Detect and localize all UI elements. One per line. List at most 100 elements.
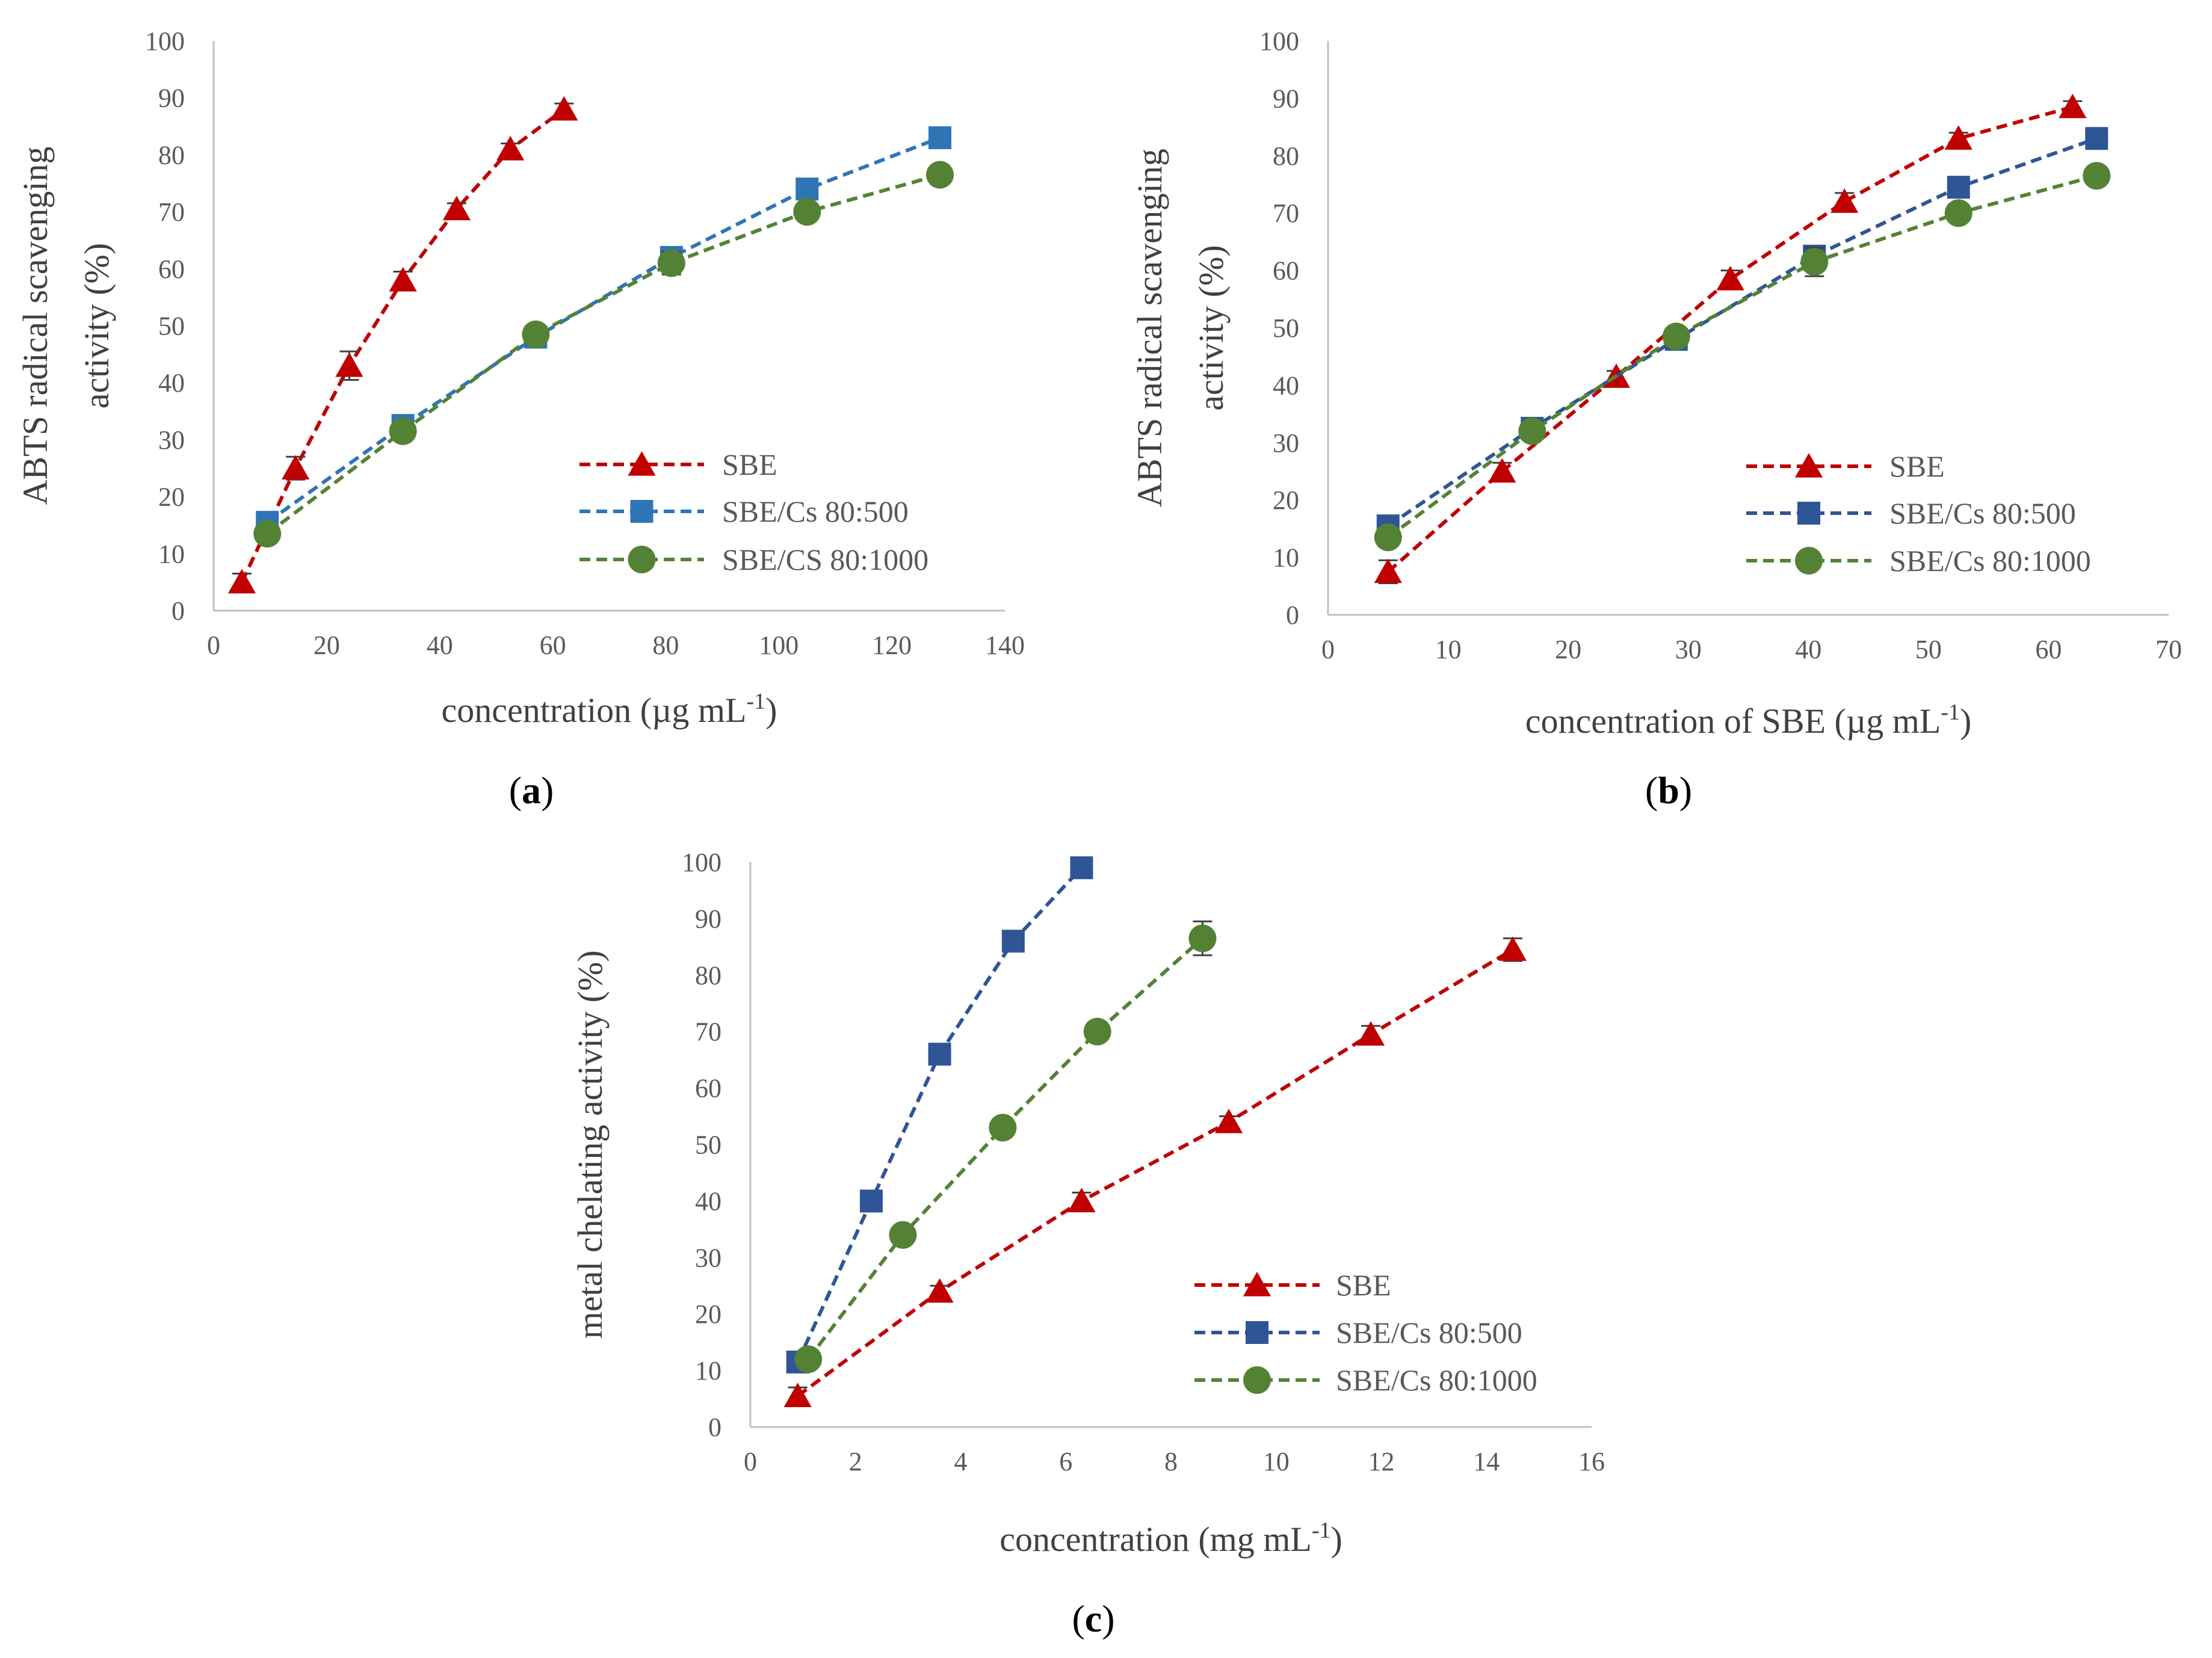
y-tick-label: 40 [1273,371,1299,400]
y-tick-label: 0 [1286,600,1299,630]
y-tick-label: 60 [1273,256,1299,286]
data-point [1374,523,1402,552]
legend-marker [1243,1366,1271,1394]
y-tick-label: 30 [695,1243,721,1272]
data-point [989,1114,1017,1142]
y-tick-label: 100 [682,848,721,877]
legend-marker [1243,1272,1271,1296]
chart-panel-c: 0 10 20 30 40 50 60 70 80 90 100 0 2 4 6 8 10 12 14 16 SBE SB… [570,848,1605,1640]
y-tick-label: 90 [158,84,185,113]
x-tick-label: 40 [427,630,453,660]
data-point [389,267,417,292]
data-point [2059,93,2087,119]
chart-panel-b: 0 10 20 30 40 50 60 70 80 90 100 0 10 20 30 40 50 60 70 SBE… [1130,26,2182,812]
x-tick-label: 70 [2155,635,2182,664]
y-tick-label: 70 [695,1017,721,1047]
data-point [496,135,525,161]
series-0 [227,96,578,594]
y-tick-label: 60 [695,1074,721,1103]
panel-label: (c) [1072,1597,1114,1640]
y-axis-title: metal chelating activity (%) [570,951,610,1339]
x-tick-label: 140 [985,630,1025,660]
series-line [806,937,1204,1361]
data-point [889,1221,917,1249]
y-tick-label: 80 [158,140,185,170]
data-point [2085,127,2109,150]
legend-label: SBE [1889,449,1945,483]
data-point [1944,125,1973,150]
x-tick-label: 50 [1915,635,1942,664]
y-tick-label: 30 [158,425,185,455]
legend-marker [1797,502,1820,525]
x-tick-label: 40 [1795,635,1821,664]
series-2 [1374,162,2111,552]
x-tick-label: 0 [207,630,220,660]
data-point [227,569,256,594]
y-tick-label: 90 [1273,84,1299,113]
x-tick-label: 4 [954,1447,968,1476]
data-point [1070,856,1093,880]
x-tick-label: 60 [2035,635,2062,664]
data-point [253,520,282,548]
x-tick-label: 30 [1675,635,1702,664]
data-point [335,352,363,377]
x-tick-label: 80 [652,630,679,660]
y-tick-label: 30 [1273,428,1299,458]
series-1 [1376,127,2109,538]
legend-label: SBE/CS 80:1000 [722,543,928,576]
legend-marker [628,451,656,476]
data-point [859,1189,883,1213]
data-point [1830,188,1859,213]
x-tick-label: 120 [872,630,912,660]
legend-label: SBE/Cs 80:500 [1336,1316,1522,1349]
data-point [925,161,954,189]
series-line [1387,137,2098,528]
series-line [796,948,1514,1398]
chart-panel-a: 0 10 20 30 40 50 60 70 80 90 100 0 20 40 60 80 100 120 140… [16,26,1025,812]
data-point [1356,1021,1385,1046]
data-point [793,198,821,226]
series-2 [253,161,954,548]
y-tick-label: 20 [695,1299,721,1329]
panel-label: (a) [509,769,554,812]
x-tick-label: 6 [1059,1447,1072,1476]
y-tick-label: 0 [171,596,185,626]
y-tick-label: 80 [1273,141,1299,171]
series-line [1387,174,2098,539]
data-point [1662,322,1690,351]
y-tick-label: 20 [1273,485,1299,515]
x-tick-label: 10 [1435,635,1462,664]
data-point [1215,1108,1243,1133]
data-point [1800,248,1829,276]
y-axis-title: activity (%) [77,243,116,408]
y-axis-title: activity (%) [1191,245,1231,410]
y-tick-label: 100 [1259,26,1299,56]
data-point [282,455,310,479]
y-tick-label: 100 [145,26,185,56]
y-tick-label: 10 [158,539,185,569]
x-tick-label: 20 [1555,635,1581,664]
y-tick-label: 10 [695,1356,721,1385]
x-tick-label: 12 [1368,1447,1395,1476]
legend-marker [628,546,656,573]
data-point [389,417,417,445]
series-2 [794,920,1217,1373]
legend-marker [1794,453,1823,478]
x-tick-label: 14 [1473,1447,1500,1476]
x-axis-title: concentration (µg mL-1) [442,689,777,730]
data-point [1944,199,1973,227]
legend-label: SBE/Cs 80:500 [722,495,909,528]
legend-label: SBE/Cs 80:1000 [1336,1363,1537,1397]
data-point [550,96,578,121]
data-point [442,196,471,221]
y-axis-title: ABTS radical scavenging [1130,149,1169,507]
series-0 [783,936,1527,1408]
data-point [783,1382,812,1408]
y-tick-label: 90 [695,904,721,934]
y-tick-label: 10 [1273,543,1299,573]
data-point [1498,936,1527,961]
data-point [1488,458,1516,483]
series-1 [256,126,951,534]
x-tick-label: 16 [1578,1447,1605,1476]
